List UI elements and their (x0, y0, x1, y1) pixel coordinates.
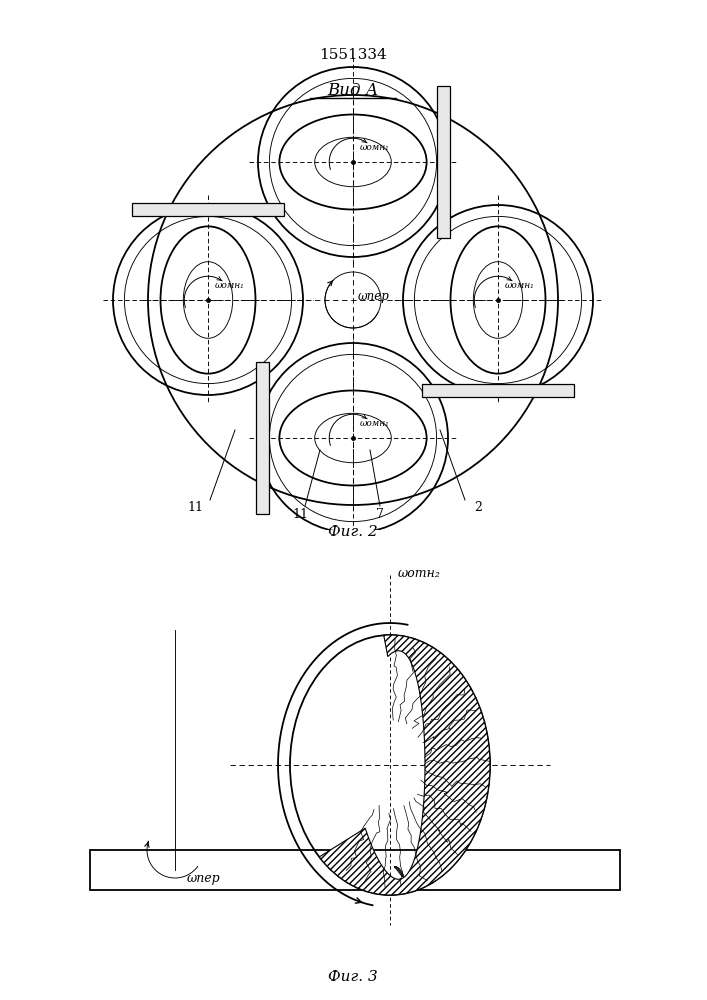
Text: Фиг. 2: Фиг. 2 (328, 525, 378, 539)
Text: ωомн₁: ωомн₁ (360, 143, 390, 152)
Bar (90, 850, 620, 890)
Text: ωомн₁: ωомн₁ (360, 419, 390, 428)
Text: 2: 2 (474, 501, 482, 514)
Bar (437, 86, 450, 238)
Text: ωпер: ωпер (358, 290, 390, 303)
Text: 11: 11 (187, 501, 203, 514)
Text: Вид А: Вид А (327, 82, 379, 99)
Text: ωомн₁: ωомн₁ (505, 281, 535, 290)
Text: ωомн₁: ωомн₁ (215, 281, 245, 290)
Bar (422, 384, 574, 397)
Text: Фиг. 3: Фиг. 3 (328, 970, 378, 984)
Text: ωпер: ωпер (187, 872, 221, 885)
Text: 7: 7 (376, 507, 384, 520)
Text: ωотн₂: ωотн₂ (398, 567, 441, 580)
Text: 1551334: 1551334 (319, 48, 387, 62)
Text: 11: 11 (292, 507, 308, 520)
Bar (132, 203, 284, 216)
Polygon shape (320, 635, 490, 895)
Bar (256, 362, 269, 514)
